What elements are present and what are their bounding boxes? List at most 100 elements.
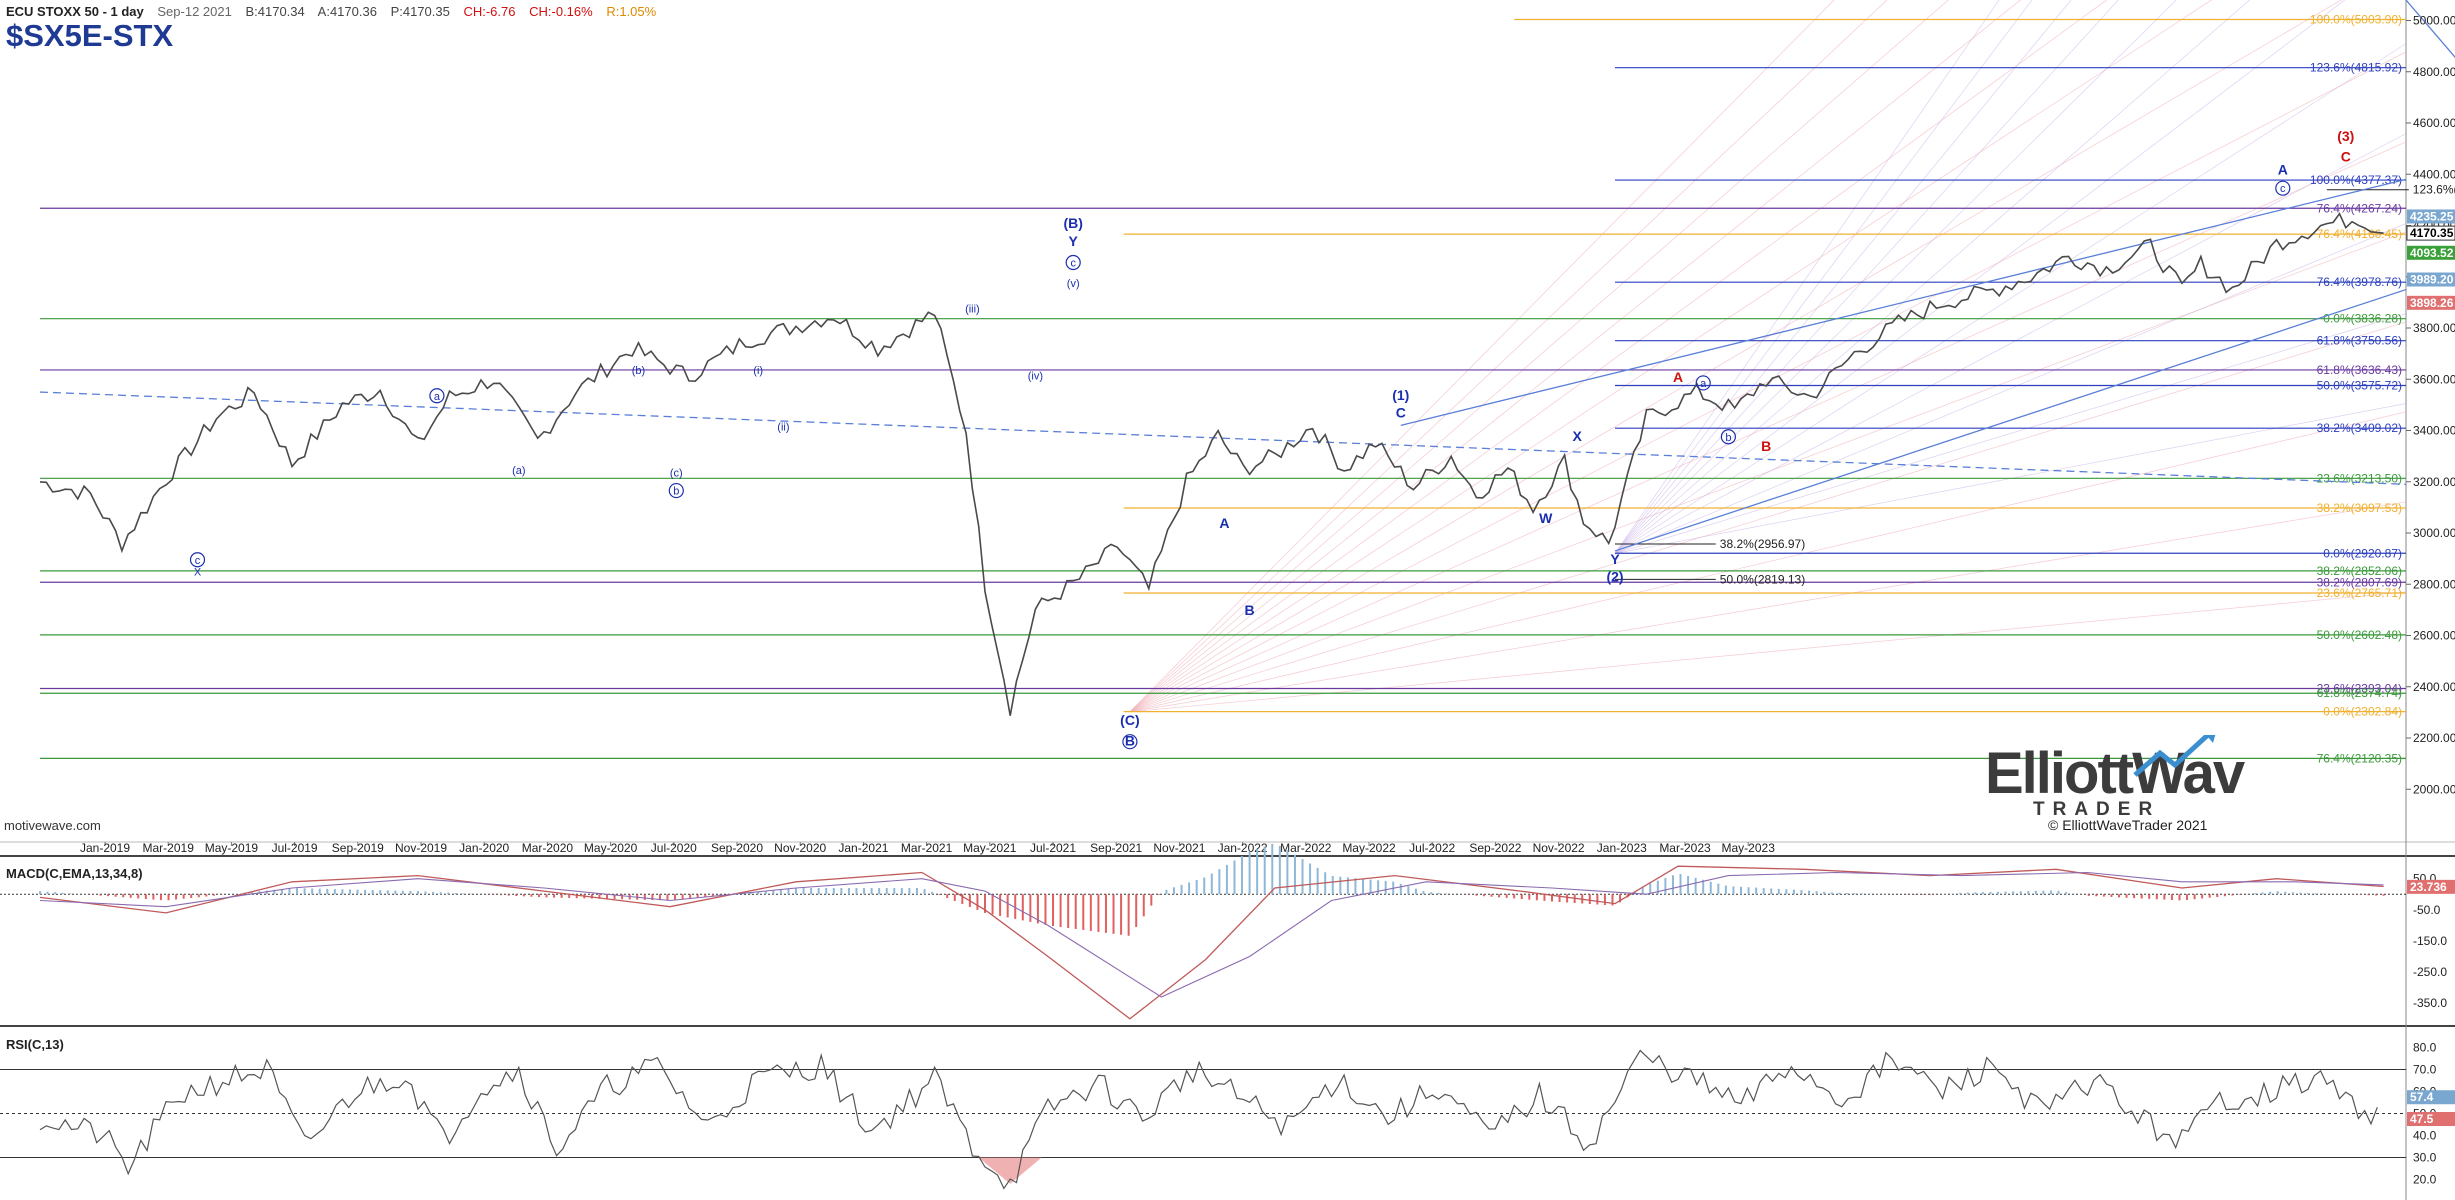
wave-label: (iii) xyxy=(965,304,980,316)
fan-ray-line xyxy=(1614,43,2407,554)
logo-arrow-icon xyxy=(2206,735,2216,743)
wave-label-circle xyxy=(1065,254,1081,271)
macd-signal-line xyxy=(39,871,2384,998)
wave-label-circle xyxy=(1122,734,1138,750)
time-axis-label: Sep-2020 xyxy=(711,841,763,855)
rsi-line xyxy=(39,1049,2378,1190)
wave-label: a xyxy=(434,391,441,403)
fan-ray-line xyxy=(1614,0,2033,554)
rsi-badge-label: 47.5 xyxy=(2410,1112,2434,1126)
time-axis-label: Sep-2021 xyxy=(1090,841,1142,855)
instrument-title: ECU STOXX 50 - 1 day xyxy=(6,4,144,19)
time-axis-label: Jul-2021 xyxy=(1030,841,1076,855)
fan-ray-line xyxy=(1129,0,1835,713)
rsi-axis-label: 80.0 xyxy=(2413,1041,2437,1055)
price-badge xyxy=(2407,272,2455,287)
change-pct-value: CH:-0.16% xyxy=(529,4,593,19)
time-axis-label: Jan-2021 xyxy=(838,841,888,855)
time-axis-label: Nov-2021 xyxy=(1153,841,1205,855)
time-axis-label: Mar-2020 xyxy=(522,841,574,855)
wave-label: b xyxy=(1725,432,1731,444)
wave-label-circle xyxy=(668,482,684,499)
fan-ray-line xyxy=(1614,0,2000,554)
macd-axis-label: -350.0 xyxy=(2413,996,2447,1010)
rsi-axis-label: 40.0 xyxy=(2413,1128,2437,1142)
wave-label: (2) xyxy=(1606,569,1623,585)
time-axis-label: Jan-2020 xyxy=(459,841,509,855)
time-axis-label: Jul-2022 xyxy=(1409,841,1455,855)
price-axis-label: 2800.00 xyxy=(2413,577,2455,591)
wave-label: a xyxy=(1700,378,1707,390)
price-badge xyxy=(2407,209,2455,224)
fib-level-label: 76.4%(3978.76) xyxy=(2317,275,2402,289)
wave-label: Y xyxy=(1069,233,1079,249)
price-badge-label: 4093.52 xyxy=(2410,246,2454,260)
wave-label-circle xyxy=(1695,375,1711,391)
macd-axis-label: -250.0 xyxy=(2413,965,2447,979)
rsi-axis-label: 30.0 xyxy=(2413,1150,2437,1164)
bid-value: B:4170.34 xyxy=(245,4,305,19)
fan-ray-line xyxy=(1614,0,2119,554)
price-axis-label: 3600.00 xyxy=(2413,372,2455,386)
time-axis-label: Mar-2023 xyxy=(1659,841,1711,855)
short-fib-label: 50.0%(2819.13) xyxy=(1720,572,1805,586)
fan-ray-line xyxy=(1129,0,2108,713)
rsi-title: RSI(C,13) xyxy=(6,1037,64,1052)
time-axis-label: Sep-2022 xyxy=(1469,841,1521,855)
wave-label: C xyxy=(2341,148,2351,164)
fib-level-label: 100.0%(5003.90) xyxy=(2310,13,2402,27)
wave-label: A xyxy=(2278,161,2288,177)
price-axis-label: 2400.00 xyxy=(2413,680,2455,694)
fib-level-label: 50.0%(3575.72) xyxy=(2317,378,2402,392)
wave-label-circle xyxy=(189,552,206,568)
trend-line xyxy=(2405,0,2455,59)
wave-label: X xyxy=(194,566,202,578)
macd-title: MACD(C,EMA,13,34,8) xyxy=(6,866,143,881)
fan-ray-line xyxy=(1129,411,2407,713)
logo-wave-icon xyxy=(2133,735,2212,777)
time-axis-label: Nov-2020 xyxy=(774,841,826,855)
fan-ray-line xyxy=(1614,0,2346,554)
price-badge-label: 3989.20 xyxy=(2410,273,2454,287)
time-axis-label: Jan-2019 xyxy=(80,841,130,855)
fib-level-label: 76.4%(4267.24) xyxy=(2317,201,2402,215)
rsi-badge-label: 57.4 xyxy=(2410,1090,2434,1104)
chart-header: ECU STOXX 50 - 1 day Sep-12 2021 B:4170.… xyxy=(6,4,666,19)
price-axis-label: 3000.00 xyxy=(2413,526,2455,540)
wave-label: (a) xyxy=(512,465,525,477)
price-axis-label: 4800.00 xyxy=(2413,65,2455,79)
fan-ray-line xyxy=(1129,321,2407,713)
time-axis-label: May-2019 xyxy=(205,841,259,855)
rsi-axis-label: 20.0 xyxy=(2413,1172,2437,1186)
price-axis-label: 4400.00 xyxy=(2413,167,2455,181)
rsi-oversold-fill xyxy=(978,1157,1042,1184)
wave-label: (1) xyxy=(1392,387,1409,403)
fan-ray-line xyxy=(1129,0,2213,713)
price-axis-label: 2200.00 xyxy=(2413,731,2455,745)
price-series-line xyxy=(39,212,2384,716)
fib-level-label: 23.6%(2765.71) xyxy=(2317,586,2402,600)
fan-ray-line xyxy=(1129,51,2407,713)
fan-ray-line xyxy=(1129,0,1949,713)
trend-line xyxy=(39,391,2407,485)
fib-level-label: 123.6%(4815.92) xyxy=(2310,61,2402,75)
fib-level-label: 50.0%(2602.48) xyxy=(2317,628,2402,642)
time-axis-label: Mar-2021 xyxy=(901,841,953,855)
wave-label: B xyxy=(1245,602,1255,618)
macd-badge-label: 23.736 xyxy=(2410,880,2447,894)
time-axis-label: May-2020 xyxy=(584,841,638,855)
fib-level-label: 23.6%(2393.04) xyxy=(2317,682,2402,696)
fib-level-label: 76.4%(4166.45) xyxy=(2317,227,2402,241)
fib-level-label: 38.2%(2852.06) xyxy=(2317,564,2402,578)
fib-level-label: 61.8%(3636.43) xyxy=(2317,363,2402,377)
wave-label: (iv) xyxy=(1028,370,1043,382)
fan-ray-line xyxy=(1129,0,1888,713)
time-axis-label: May-2022 xyxy=(1342,841,1396,855)
short-fib-label: 123.6%(4339.60) xyxy=(2413,183,2455,197)
fan-ray-line xyxy=(1129,0,2022,713)
wave-label: Y xyxy=(1610,551,1620,567)
price-badge-label: 4235.25 xyxy=(2410,209,2454,223)
time-axis-label: May-2021 xyxy=(963,841,1017,855)
price-axis-label: 2000.00 xyxy=(2413,782,2455,796)
wave-label-circle xyxy=(1720,429,1737,445)
